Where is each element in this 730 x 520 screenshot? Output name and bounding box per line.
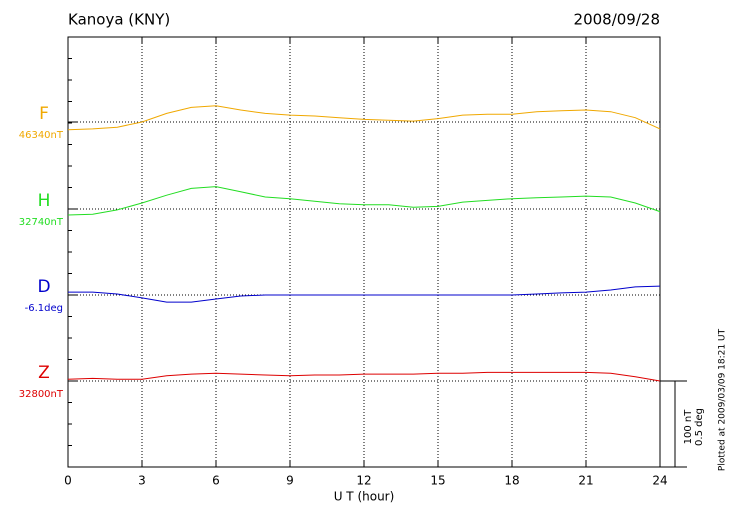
x-tick-label: 6 [212, 474, 220, 488]
series-name: Z [38, 363, 50, 383]
x-tick-label: 18 [504, 474, 519, 488]
baseline-label: -6.1deg [25, 303, 63, 314]
series-name: D [37, 277, 50, 297]
trace [67, 186, 661, 216]
series-name: H [38, 191, 51, 211]
plot-frame [67, 36, 661, 468]
x-tick-label: 3 [138, 474, 146, 488]
x-tick-label: 9 [286, 474, 294, 488]
baseline-label: 32800nT [19, 389, 64, 400]
trace [67, 105, 661, 131]
x-tick-label: 24 [652, 474, 667, 488]
x-tick-label: 15 [430, 474, 445, 488]
series-name: F [39, 104, 49, 124]
trace [68, 285, 661, 303]
x-tick-label: 0 [64, 474, 72, 488]
baseline-label: 32740nT [19, 217, 64, 228]
x-tick-label: 12 [356, 474, 371, 488]
scale-label: 100 nT [683, 409, 694, 445]
chart-title: Kanoya (KNY) [68, 11, 170, 29]
x-axis-label: U T (hour) [334, 490, 395, 504]
scale-label: 0.5 deg [694, 408, 705, 446]
x-tick-label: 21 [578, 474, 593, 488]
plot-note: Plotted at 2009/03/09 18:21 UT [718, 328, 728, 471]
chart-date: 2008/09/28 [574, 11, 660, 29]
baseline-label: 46340nT [19, 130, 64, 141]
trace [67, 371, 661, 382]
